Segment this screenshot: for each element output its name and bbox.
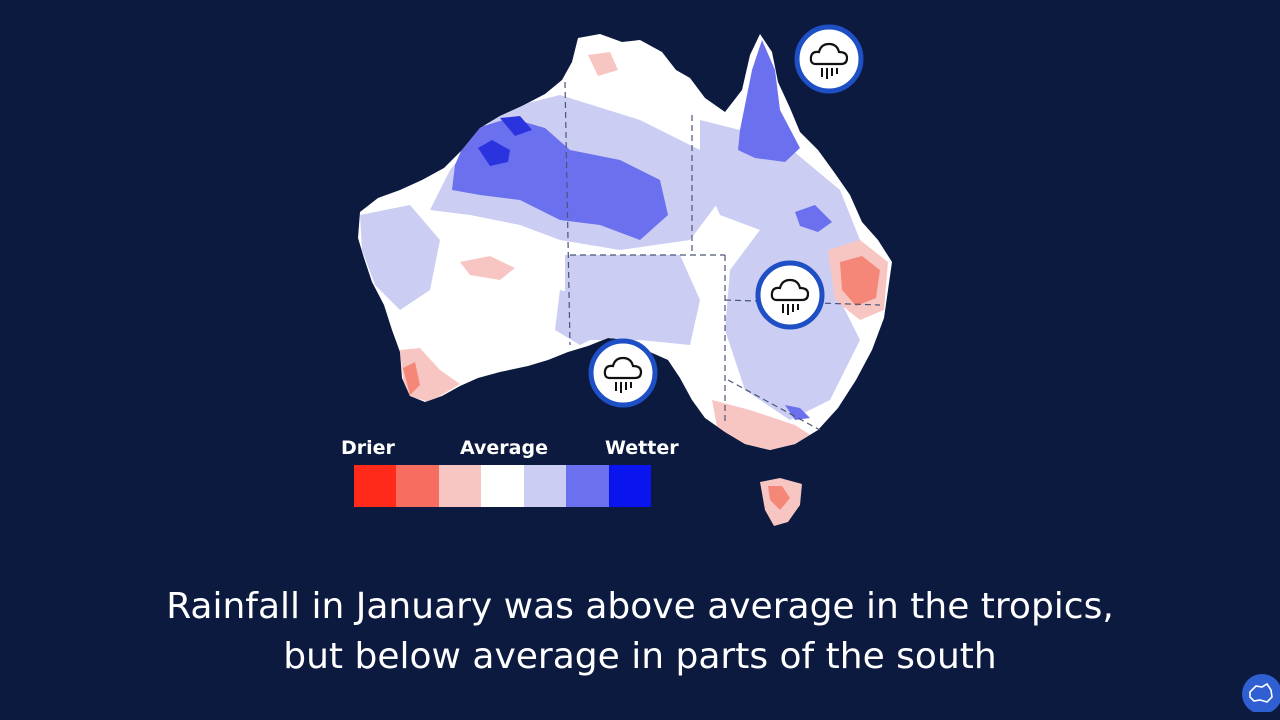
legend-swatch-3 [438, 465, 482, 507]
legend-swatch-5 [523, 465, 567, 507]
legend-average-label: Average [460, 437, 548, 459]
legend-swatch-4 [481, 465, 524, 507]
legend-swatch-6 [566, 465, 609, 507]
australia-map-logo-icon [1240, 672, 1280, 714]
dark-blue-kimberley-2 [500, 116, 532, 136]
rain-cloud-icon-east [755, 260, 825, 330]
medium-blue-qld-patch [795, 205, 832, 232]
pink-victoria [712, 400, 818, 450]
rain-cloud-icon-north [794, 24, 864, 94]
caption: Rainfall in January was above average in… [0, 582, 1280, 682]
caption-line-1: Rainfall in January was above average in… [166, 586, 1114, 627]
legend-color-bar [354, 465, 651, 507]
medium-blue-nsw-patch [785, 405, 810, 420]
state-borders [564, 81, 881, 431]
red-southwest-wa [403, 362, 420, 395]
legend-wetter-label: Wetter [605, 437, 679, 459]
pink-central-wa [460, 256, 515, 280]
light-blue-west [360, 205, 440, 310]
tasmania-dry-core [768, 486, 790, 510]
legend-swatch-7 [608, 465, 651, 507]
pink-top-end [588, 52, 618, 76]
caption-line-2: but below average in parts of the south [283, 636, 997, 677]
dark-blue-kimberley [478, 140, 510, 166]
legend-swatch-1 [354, 465, 397, 507]
red-nsw-east [840, 256, 880, 306]
medium-blue-cape-york [738, 40, 800, 162]
legend-swatch-2 [396, 465, 439, 507]
legend-drier-label: Drier [341, 437, 395, 459]
rain-cloud-icon-south [588, 338, 658, 408]
